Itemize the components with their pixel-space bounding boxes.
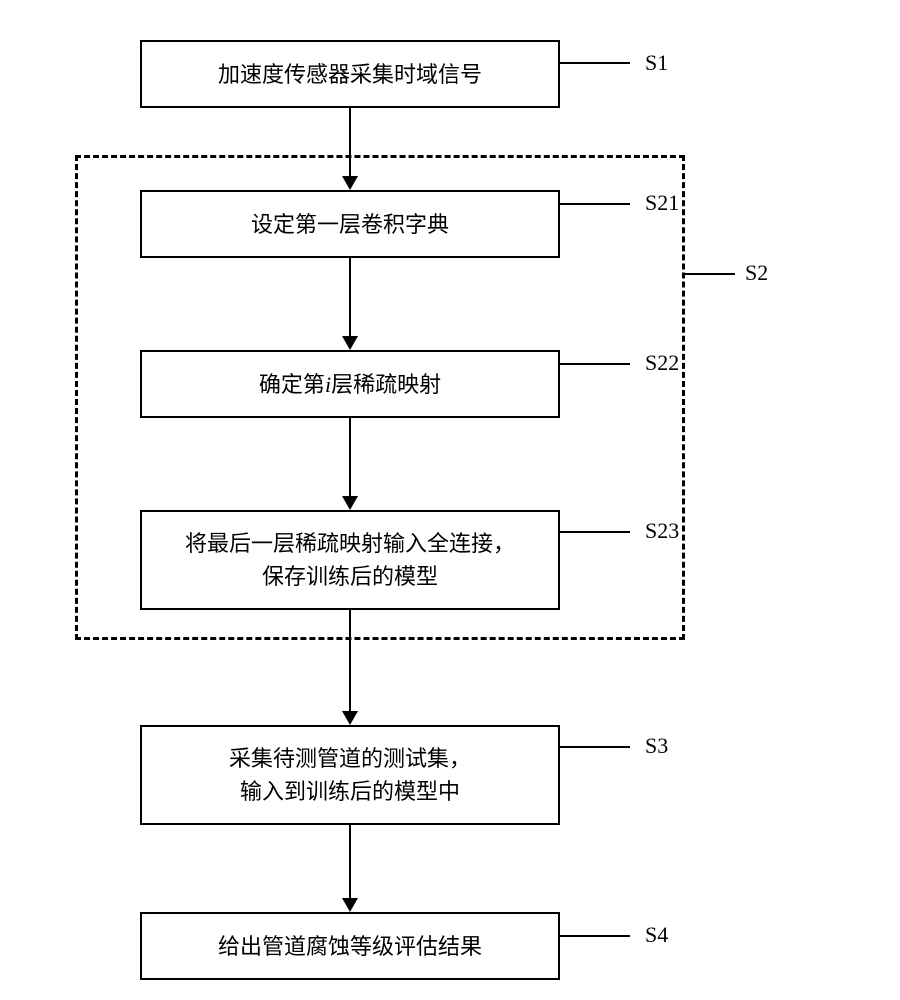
label-s4: S4 xyxy=(645,922,668,948)
label-s21: S21 xyxy=(645,190,679,216)
label-s23: S23 xyxy=(645,518,679,544)
arrow-line xyxy=(349,825,351,898)
flowchart-canvas: S2 加速度传感器采集时域信号 S1 设定第一层卷积字典 S21 确定第 i 层稀疏映射 S… xyxy=(0,0,900,1000)
node-s21: 设定第一层卷积字典 xyxy=(140,190,560,258)
node-s22: 确定第 i 层稀疏映射 xyxy=(140,350,560,418)
node-s23: 将最后一层稀疏映射输入全连接，保存训练后的模型 xyxy=(140,510,560,610)
arrow-line xyxy=(349,418,351,496)
node-s4: 给出管道腐蚀等级评估结果 xyxy=(140,912,560,980)
arrow-head xyxy=(342,336,358,350)
label-s1: S1 xyxy=(645,50,668,76)
arrow-head xyxy=(342,496,358,510)
node-s1: 加速度传感器采集时域信号 xyxy=(140,40,560,108)
node-s3: 采集待测管道的测试集，输入到训练后的模型中 xyxy=(140,725,560,825)
arrow-line xyxy=(349,108,351,176)
arrow-head xyxy=(342,176,358,190)
label-s3: S3 xyxy=(645,733,668,759)
arrow-head xyxy=(342,711,358,725)
arrow-line xyxy=(349,610,351,711)
arrow-line xyxy=(349,258,351,336)
arrow-head xyxy=(342,898,358,912)
group-label-s2: S2 xyxy=(745,260,768,286)
label-s22: S22 xyxy=(645,350,679,376)
